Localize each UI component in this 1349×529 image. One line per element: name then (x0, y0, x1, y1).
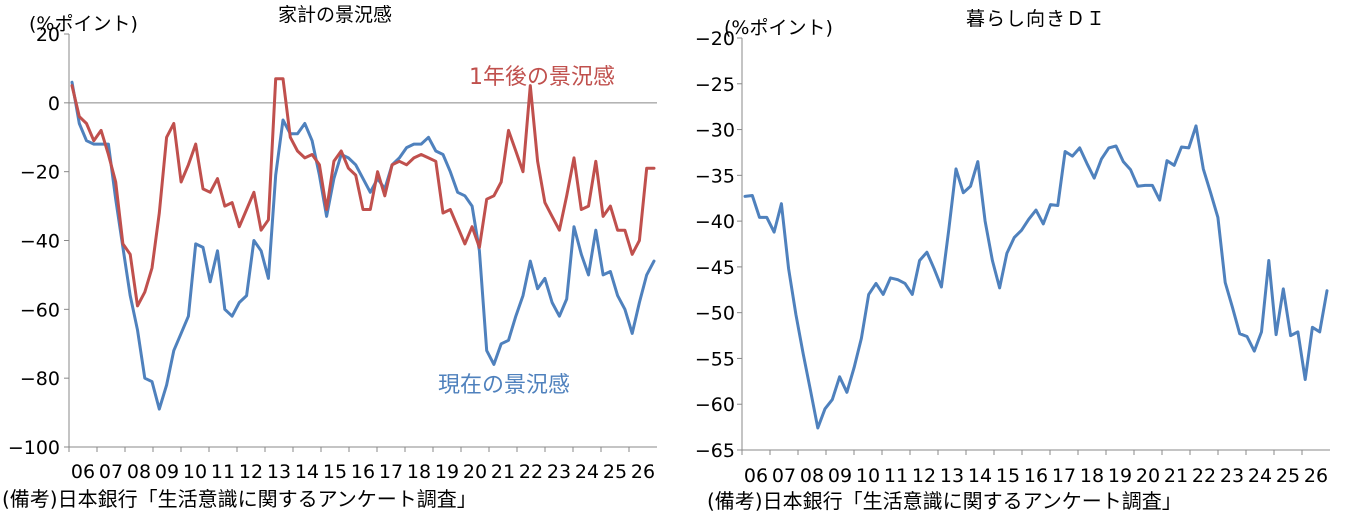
x-tick-label: 18 (1080, 465, 1104, 487)
x-tick-label: 10 (183, 461, 207, 483)
x-tick-label: 13 (940, 465, 964, 487)
x-tick-label: 21 (1164, 465, 1188, 487)
x-tick-label: 14 (295, 461, 319, 483)
x-axis: 06 07 08 09 10 11 12 13 14 15 16 17 18 19 20 21 22 23 24 25… (741, 450, 1328, 487)
y-tick-label: −65 (695, 440, 735, 462)
series-group (743, 124, 1329, 430)
y-tick-label: −40 (695, 211, 735, 233)
x-tick-label: 17 (1052, 465, 1076, 487)
x-tick-label: 19 (435, 461, 459, 483)
x-tick-label: 12 (239, 461, 263, 483)
y-tick-label: −55 (695, 348, 735, 370)
household-sentiment-chart: 家計の景況感 (%ポイント) 200−20−40−60−80−100 06 07 0… (2, 4, 657, 511)
y-axis-unit-label: (%ポイント) (29, 13, 138, 35)
y-tick-label: −60 (20, 299, 60, 321)
x-tick-label: 10 (856, 465, 880, 487)
x-tick-label: 07 (772, 465, 796, 487)
y-tick-label: −100 (8, 437, 60, 459)
x-tick-label: 16 (1024, 465, 1048, 487)
x-tick-label: 15 (996, 465, 1020, 487)
x-tick-label: 25 (1276, 465, 1300, 487)
y-tick-label: −30 (695, 120, 735, 142)
x-tick-label: 09 (828, 465, 852, 487)
x-axis: 06 07 08 09 10 11 12 13 14 15 16 17 18 19 20 21 22 23 24 25… (68, 447, 655, 483)
x-tick-label: 14 (968, 465, 992, 487)
series-group (70, 77, 656, 411)
x-tick-label: 25 (603, 461, 627, 483)
x-tick-label: 24 (575, 461, 599, 483)
y-tick-label: −60 (695, 394, 735, 416)
x-tick-label: 19 (1108, 465, 1132, 487)
x-tick-label: 12 (912, 465, 936, 487)
x-tick-label: 11 (884, 465, 908, 487)
y-tick-label: −25 (695, 74, 735, 96)
x-tick-label: 23 (547, 461, 571, 483)
x-tick-label: 13 (267, 461, 291, 483)
x-tick-label: 21 (491, 461, 515, 483)
source-note: (備考)日本銀行「生活意識に関するアンケート調査」 (707, 489, 1182, 513)
y-axis: 20 0 −20 −40 −60 −80 −100 (8, 24, 69, 459)
series-label-current: 現在の景況感 (438, 373, 570, 398)
x-tick-label: 09 (155, 461, 179, 483)
y-tick-label: −50 (695, 303, 735, 325)
x-tick-label: 20 (1136, 465, 1160, 487)
x-tick-label: 26 (1304, 465, 1328, 487)
x-tick-label: 06 (71, 461, 95, 483)
y-axis: −20 −25 −30 −35 −40 −45 −50 −55 −60 −65 (695, 28, 742, 462)
x-tick-label: 24 (1248, 465, 1272, 487)
series-line-1 (70, 77, 656, 308)
x-tick-label: 17 (379, 461, 403, 483)
y-tick-label: 20 (36, 24, 60, 46)
series-line-0 (743, 124, 1329, 430)
x-tick-label: 07 (99, 461, 123, 483)
y-axis-unit-label: (%ポイント) (724, 17, 833, 39)
y-tick-label: −20 (695, 28, 735, 50)
x-tick-label: 20 (463, 461, 487, 483)
living-conditions-di-chart: 暮らし向きＤＩ (%ポイント) −20 −25 −30 −35 −40 −45 −50 −55… (695, 8, 1330, 513)
y-tick-label: −35 (695, 165, 735, 187)
y-tick-label: 0 (48, 93, 60, 115)
x-tick-label: 22 (519, 461, 543, 483)
chart-title: 家計の景況感 (278, 4, 392, 26)
series-label-future: 1年後の景況感 (469, 65, 615, 90)
x-tick-label: 23 (1220, 465, 1244, 487)
y-tick-label: −45 (695, 257, 735, 279)
x-tick-label: 26 (631, 461, 655, 483)
x-tick-label: 08 (127, 461, 151, 483)
chart-title: 暮らし向きＤＩ (966, 8, 1106, 30)
x-tick-label: 22 (1192, 465, 1216, 487)
series-line-0 (70, 80, 656, 411)
x-tick-label: 15 (323, 461, 347, 483)
source-note: (備考)日本銀行「生活意識に関するアンケート調査」 (2, 487, 477, 511)
x-tick-label: 11 (211, 461, 235, 483)
x-tick-label: 06 (744, 465, 768, 487)
y-tick-label: −80 (20, 368, 60, 390)
x-tick-label: 18 (407, 461, 431, 483)
x-tick-label: 08 (800, 465, 824, 487)
y-tick-label: −20 (20, 162, 60, 184)
x-tick-label: 16 (351, 461, 375, 483)
y-tick-label: −40 (20, 231, 60, 253)
